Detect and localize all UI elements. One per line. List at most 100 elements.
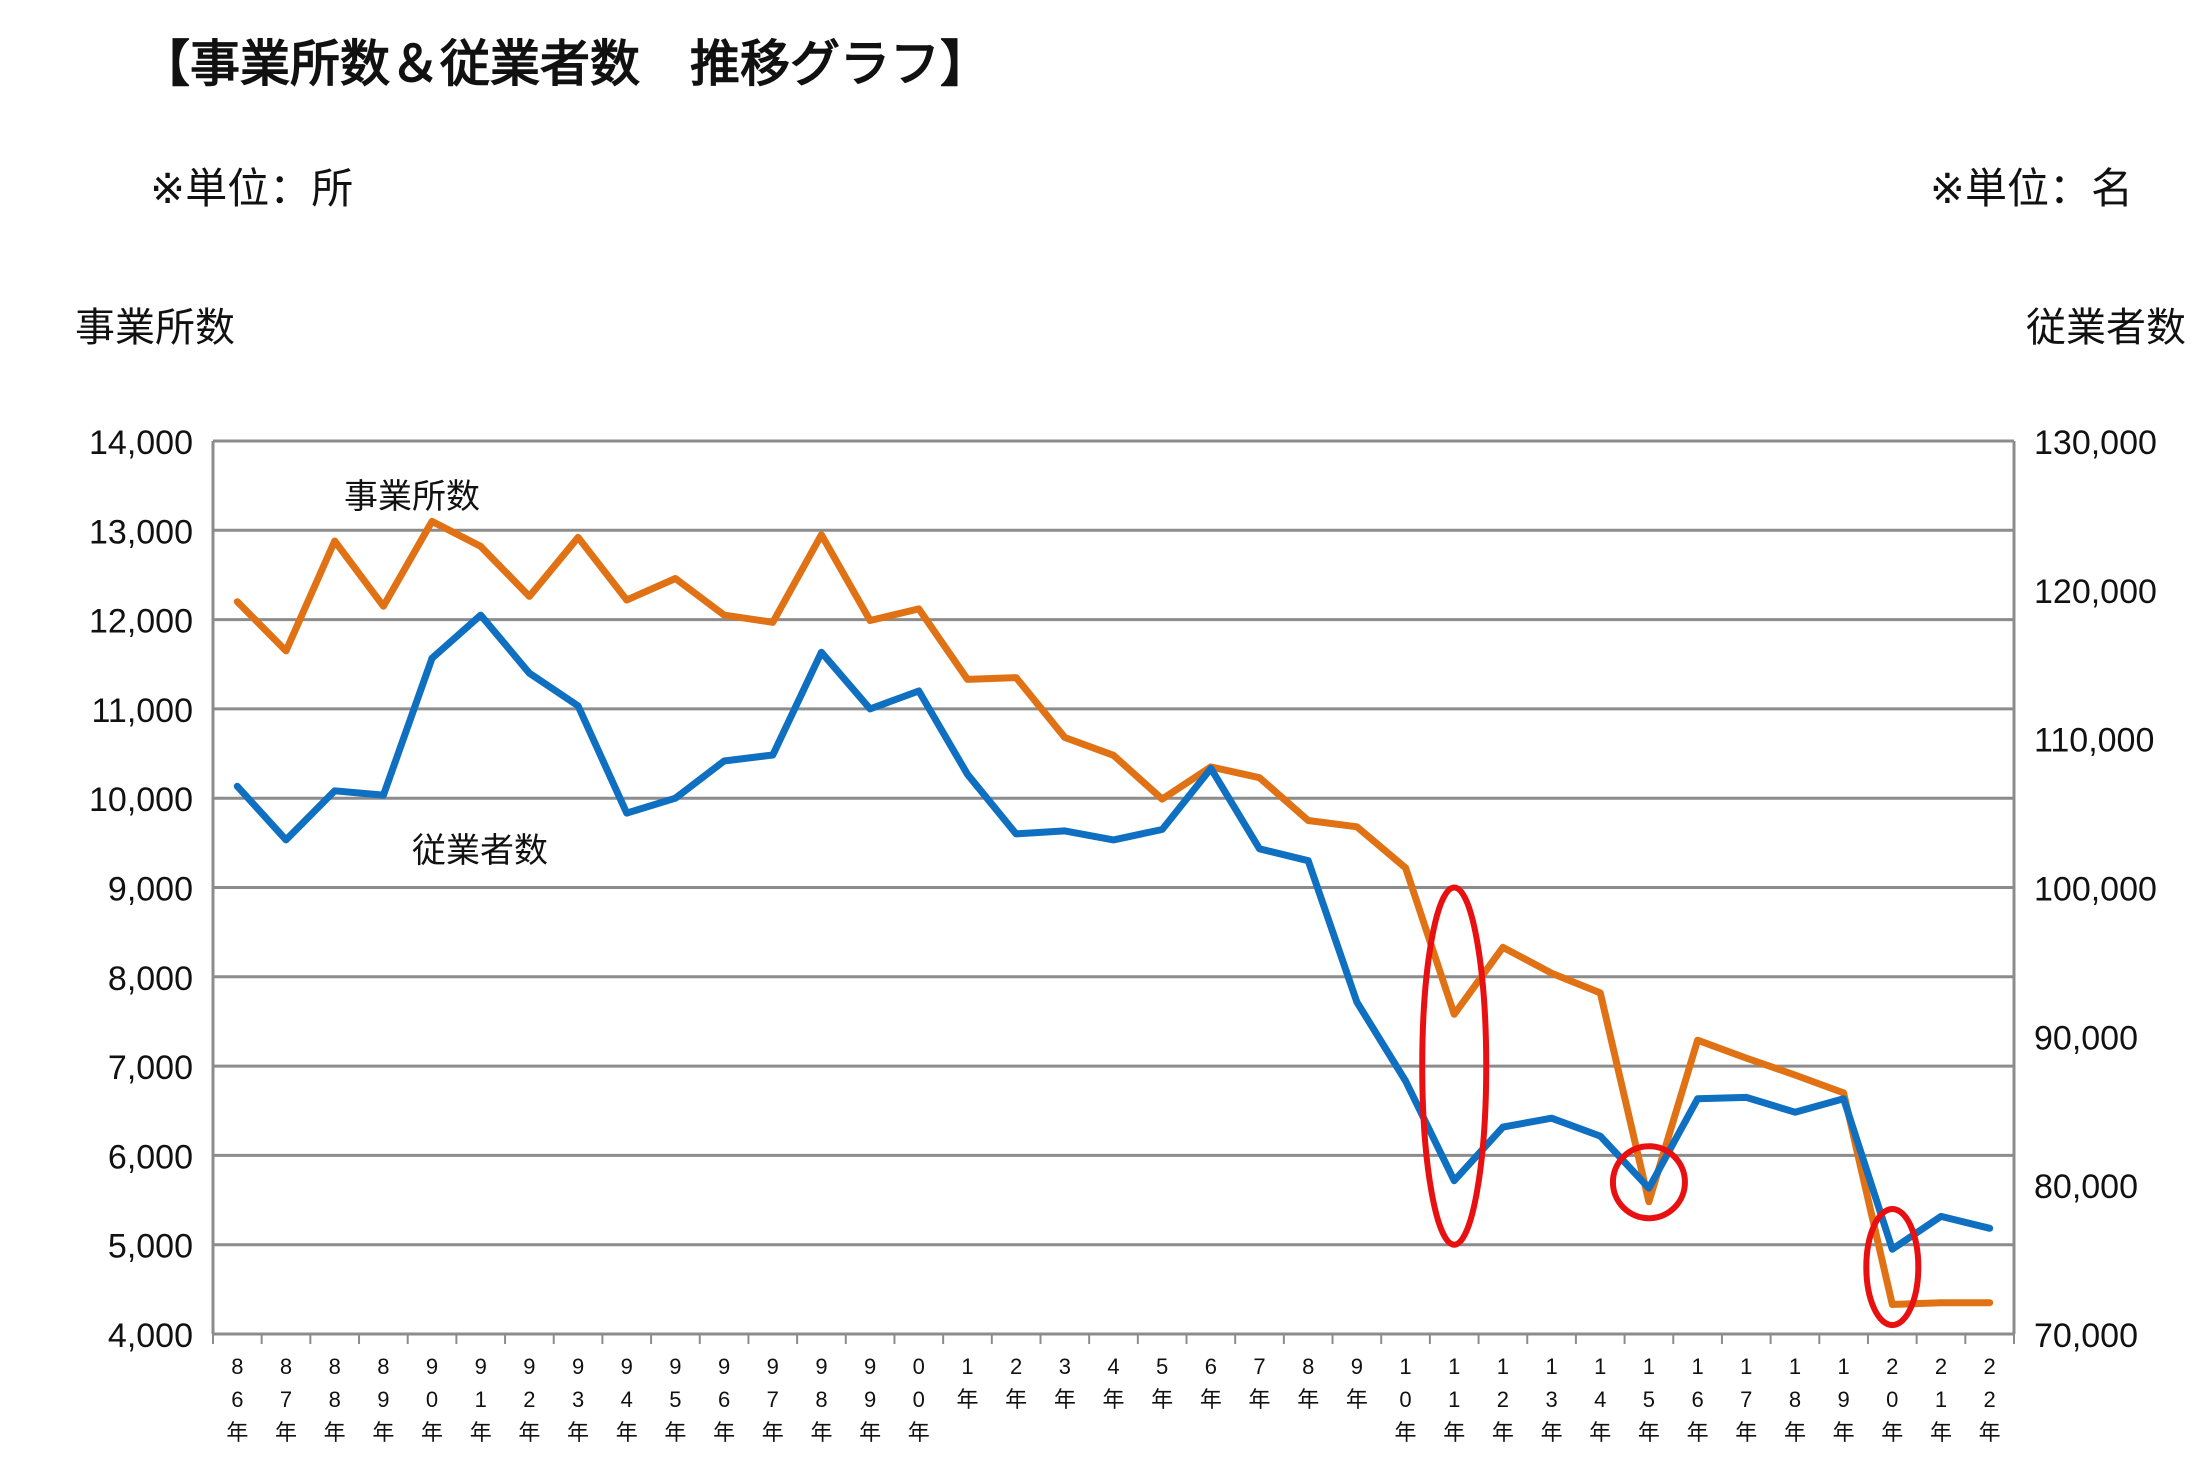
x-tick-label: 9 <box>1351 1354 1363 1379</box>
right-unit-note: ※単位：名 <box>1929 164 2133 213</box>
x-tick-label: 9 <box>815 1354 827 1379</box>
x-tick-label: 年 <box>1589 1420 1611 1445</box>
x-tick-label: 年 <box>1249 1387 1271 1412</box>
data-point <box>1938 1300 1943 1305</box>
x-tick-label: 1 <box>1448 1354 1460 1379</box>
data-point <box>1062 828 1067 833</box>
x-tick-label: 年 <box>1735 1420 1757 1445</box>
x-tick-label: 年 <box>1541 1420 1563 1445</box>
x-tick-label: 2 <box>1497 1387 1509 1412</box>
gridlines <box>213 439 2014 1336</box>
data-point <box>1987 1226 1992 1231</box>
right-axis-ticks: 70,000 80,000 90,000 100,000 110,000 120,000 1… <box>2034 424 2157 1355</box>
data-point <box>722 613 727 618</box>
data-point <box>235 599 240 604</box>
data-point <box>1403 865 1408 870</box>
x-tick-label: 1 <box>1935 1387 1947 1412</box>
x-tick-label: 9 <box>767 1354 779 1379</box>
right-tick-label: 130,000 <box>2034 424 2157 462</box>
x-tick-label: 8 <box>329 1354 341 1379</box>
data-point <box>430 656 435 661</box>
x-tick-label: 年 <box>275 1420 297 1445</box>
highlight-annotation <box>1609 1143 1688 1222</box>
x-tick-label: 4 <box>1594 1387 1606 1412</box>
left-axis-title: 事業所数 <box>75 305 235 351</box>
x-tick-label: 1 <box>1545 1354 1557 1379</box>
x-tick-label: 9 <box>864 1354 876 1379</box>
data-point <box>624 597 629 602</box>
right-tick-label: 70,000 <box>2034 1317 2138 1355</box>
x-tick-label: 2 <box>523 1387 535 1412</box>
left-tick-label: 9,000 <box>108 871 193 909</box>
left-tick-label: 4,000 <box>108 1317 193 1355</box>
data-point <box>770 753 775 758</box>
x-tick-label: 3 <box>572 1387 584 1412</box>
x-tick-label: 3 <box>1545 1387 1557 1412</box>
data-point <box>1744 1056 1749 1061</box>
x-tick-label: 5 <box>1156 1354 1168 1379</box>
data-point <box>1160 797 1165 802</box>
x-tick-label: 年 <box>1297 1387 1319 1412</box>
data-point <box>965 772 970 777</box>
x-tick-label: 2 <box>1886 1354 1898 1379</box>
x-tick-label: 6 <box>1691 1387 1703 1412</box>
x-tick-label: 7 <box>280 1387 292 1412</box>
data-point <box>1452 1012 1457 1017</box>
x-tick-label: 1 <box>1594 1354 1606 1379</box>
data-point <box>1014 675 1019 680</box>
x-tick-label: 2 <box>1984 1387 1996 1412</box>
data-point <box>1111 837 1116 842</box>
x-tick-label: 0 <box>1399 1387 1411 1412</box>
data-point <box>1695 1096 1700 1101</box>
data-point <box>1403 1078 1408 1083</box>
data-point <box>819 532 824 537</box>
data-point <box>1500 1125 1505 1130</box>
right-tick-label: 120,000 <box>2034 573 2157 611</box>
x-tick-label: 0 <box>913 1387 925 1412</box>
data-point <box>1938 1214 1943 1219</box>
data-point <box>527 594 532 599</box>
right-axis-title: 従業者数 <box>2026 305 2186 351</box>
data-point <box>332 539 337 544</box>
data-point <box>430 519 435 524</box>
left-tick-label: 6,000 <box>108 1138 193 1176</box>
data-point <box>1549 1116 1554 1121</box>
x-tick-label: 9 <box>426 1354 438 1379</box>
left-tick-label: 8,000 <box>108 960 193 998</box>
data-point <box>1549 971 1554 976</box>
data-point <box>1598 990 1603 995</box>
data-point <box>673 576 678 581</box>
axes <box>211 441 2016 1344</box>
x-tick-label: 年 <box>1005 1387 1027 1412</box>
x-tick-label: 年 <box>518 1420 540 1445</box>
x-tick-label: 年 <box>372 1420 394 1445</box>
annotations <box>1419 884 1922 1329</box>
x-tick-label: 6 <box>1205 1354 1217 1379</box>
x-tick-label: 9 <box>669 1354 681 1379</box>
x-tick-label: 7 <box>1740 1387 1752 1412</box>
x-tick-label: 年 <box>664 1420 686 1445</box>
x-tick-label: 年 <box>1833 1420 1855 1445</box>
left-axis-ticks: 4,000 5,000 6,000 7,000 8,000 9,000 10,000 11,0… <box>89 424 193 1355</box>
x-tick-label: 年 <box>1881 1420 1903 1445</box>
data-point <box>1841 1096 1846 1101</box>
x-tick-label: 7 <box>1253 1354 1265 1379</box>
x-tick-label: 年 <box>1054 1387 1076 1412</box>
x-tick-label: 年 <box>1443 1420 1465 1445</box>
x-tick-label: 9 <box>1838 1387 1850 1412</box>
data-point <box>1598 1134 1603 1139</box>
x-tick-label: 年 <box>1930 1420 1952 1445</box>
x-tick-label: 8 <box>1302 1354 1314 1379</box>
data-point <box>1208 766 1213 771</box>
data-point <box>1306 858 1311 863</box>
x-tick-label: 年 <box>859 1420 881 1445</box>
data-point <box>284 837 289 842</box>
left-tick-label: 12,000 <box>89 603 193 641</box>
data-point <box>235 784 240 789</box>
x-tick-label: 0 <box>426 1387 438 1412</box>
data-point <box>1354 824 1359 829</box>
x-tick-label: 8 <box>329 1387 341 1412</box>
x-tick-label: 年 <box>1638 1420 1660 1445</box>
left-tick-label: 10,000 <box>89 781 193 819</box>
